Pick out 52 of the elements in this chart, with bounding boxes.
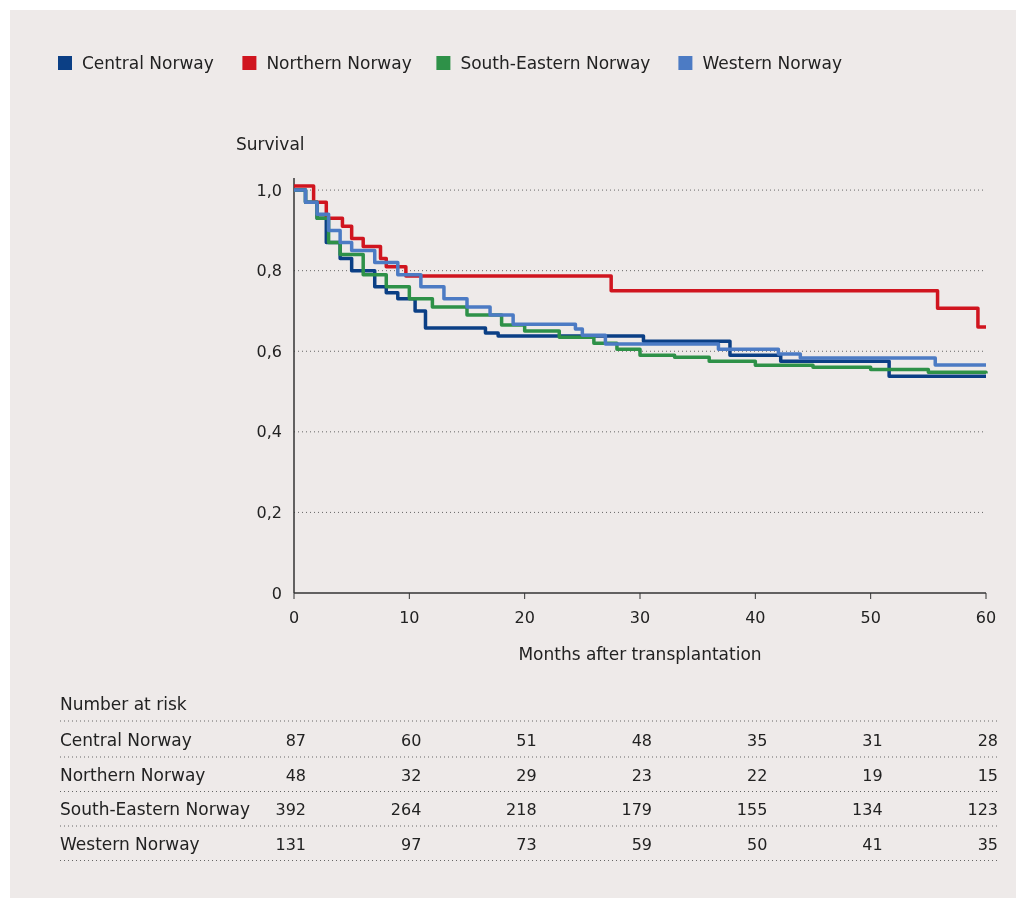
text: 48 — [285, 765, 306, 785]
text: 35 — [746, 731, 768, 750]
text: 392 — [275, 800, 306, 819]
text: 73 — [516, 834, 537, 854]
text: 15 — [977, 765, 998, 785]
x-tick-label: 10 — [399, 608, 420, 627]
text: 155 — [736, 800, 768, 819]
y-tick-label: 0 — [271, 583, 282, 603]
text: 51 — [516, 731, 537, 750]
text: 29 — [516, 765, 537, 785]
text: 50 — [746, 834, 768, 854]
legend-label: Central Norway — [82, 53, 214, 73]
text: 23 — [631, 765, 652, 785]
text: Number at risk — [60, 694, 187, 714]
x-tick-label: 40 — [745, 608, 766, 627]
text: Western Norway — [60, 833, 200, 854]
x-tick-label: 0 — [288, 608, 300, 627]
x-axis-title: Months after transplantation — [518, 644, 762, 664]
text: Northern Norway — [60, 764, 206, 785]
x-tick-label: 60 — [975, 608, 997, 627]
text: Central Norway — [60, 730, 192, 750]
y-tick-label: 1,0 — [256, 180, 282, 200]
x-tick-label: 50 — [860, 608, 881, 627]
legend-label: Northern Norway — [266, 53, 412, 73]
text: 97 — [400, 834, 422, 854]
y-tick-label: 0,4 — [256, 422, 282, 442]
text: 134 — [852, 800, 883, 819]
text: 28 — [977, 731, 998, 750]
legend-label: Western Norway — [702, 53, 843, 73]
text: 264 — [390, 800, 422, 819]
legend-label: South-Eastern Norway — [460, 53, 651, 73]
x-tick-label: 30 — [629, 608, 651, 627]
y-tick-label: 0,8 — [256, 261, 282, 281]
text: 87 — [285, 731, 306, 750]
text: 60 — [400, 731, 422, 750]
text: 32 — [400, 765, 422, 785]
text: 19 — [862, 765, 883, 785]
text: 131 — [275, 834, 306, 854]
y-axis-title: Survival — [236, 134, 305, 154]
text: 179 — [621, 800, 652, 819]
text: 218 — [506, 800, 537, 819]
y-tick-label: 0,6 — [256, 341, 282, 361]
text: 48 — [631, 731, 652, 750]
text: 41 — [862, 834, 883, 854]
text: 22 — [746, 765, 768, 785]
text: 35 — [977, 834, 998, 854]
y-tick-label: 0,2 — [256, 503, 282, 523]
x-tick-label: 20 — [514, 608, 535, 627]
text: 59 — [631, 834, 652, 854]
text: 123 — [967, 800, 998, 819]
text: South-Eastern Norway — [60, 799, 251, 819]
text: 31 — [862, 731, 883, 750]
